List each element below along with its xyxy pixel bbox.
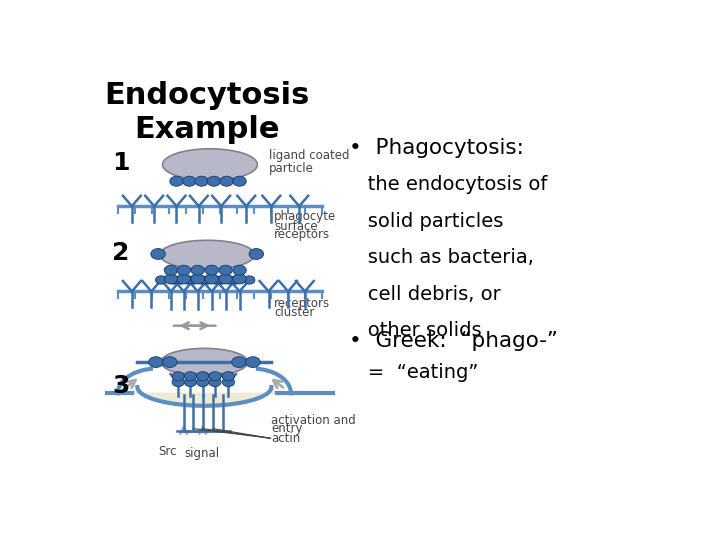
Circle shape [191, 265, 204, 275]
Circle shape [222, 372, 235, 381]
Text: =  “eating”: = “eating” [349, 363, 479, 382]
Circle shape [184, 377, 197, 387]
Circle shape [205, 274, 218, 284]
Text: solid particles: solid particles [349, 212, 504, 231]
Circle shape [177, 265, 190, 275]
Circle shape [177, 274, 190, 284]
Text: Endocytosis: Endocytosis [104, 82, 310, 111]
Circle shape [195, 176, 208, 186]
Text: ligand coated: ligand coated [269, 149, 349, 162]
Circle shape [170, 176, 183, 186]
Circle shape [216, 276, 227, 284]
Text: surface: surface [274, 220, 318, 233]
Circle shape [150, 248, 166, 259]
Circle shape [197, 276, 207, 284]
Text: 1: 1 [112, 151, 130, 174]
Text: entry: entry [271, 422, 303, 435]
Circle shape [197, 377, 209, 387]
Text: cluster: cluster [274, 306, 315, 319]
Circle shape [249, 248, 264, 259]
Circle shape [191, 274, 204, 284]
Circle shape [202, 276, 213, 284]
Polygon shape [132, 387, 277, 406]
Text: phagocyte: phagocyte [274, 210, 336, 223]
Text: activation and: activation and [271, 414, 356, 427]
Circle shape [183, 176, 196, 186]
Text: 3: 3 [112, 374, 130, 398]
Circle shape [209, 377, 221, 387]
Ellipse shape [160, 240, 255, 269]
Text: receptors: receptors [274, 298, 330, 310]
Circle shape [230, 276, 241, 284]
Text: Example: Example [135, 114, 280, 144]
Circle shape [182, 276, 194, 284]
Circle shape [246, 357, 260, 368]
Text: the endocytosis of: the endocytosis of [349, 175, 548, 194]
Circle shape [164, 274, 178, 284]
Text: •  Greek:  “phago-”: • Greek: “phago-” [349, 332, 558, 352]
Circle shape [210, 276, 221, 284]
Circle shape [224, 276, 235, 284]
Circle shape [164, 265, 178, 275]
Text: actin: actin [271, 431, 301, 444]
Circle shape [168, 276, 179, 284]
Circle shape [209, 372, 221, 381]
Circle shape [175, 276, 186, 284]
Text: other solids: other solids [349, 321, 482, 340]
Ellipse shape [163, 149, 258, 180]
Text: receptors: receptors [274, 228, 330, 241]
Circle shape [156, 276, 166, 284]
Circle shape [148, 357, 163, 368]
Ellipse shape [161, 348, 248, 376]
Circle shape [207, 176, 220, 186]
Circle shape [233, 265, 246, 275]
Text: cell debris, or: cell debris, or [349, 285, 501, 304]
Circle shape [197, 372, 209, 381]
Text: such as bacteria,: such as bacteria, [349, 248, 534, 267]
Circle shape [172, 377, 184, 387]
Circle shape [222, 377, 235, 387]
Circle shape [244, 276, 255, 284]
Circle shape [233, 274, 246, 284]
Circle shape [163, 357, 177, 368]
Circle shape [205, 265, 218, 275]
Circle shape [172, 372, 184, 381]
Text: Src: Src [158, 446, 176, 458]
Circle shape [232, 357, 246, 368]
Text: particle: particle [269, 162, 313, 176]
Circle shape [219, 265, 233, 275]
Text: signal: signal [184, 447, 219, 460]
Text: 2: 2 [112, 241, 130, 265]
Text: •  Phagocytosis:: • Phagocytosis: [349, 138, 524, 158]
Circle shape [233, 176, 246, 186]
Circle shape [220, 176, 233, 186]
Circle shape [188, 276, 199, 284]
Circle shape [184, 372, 197, 381]
Circle shape [219, 274, 233, 284]
